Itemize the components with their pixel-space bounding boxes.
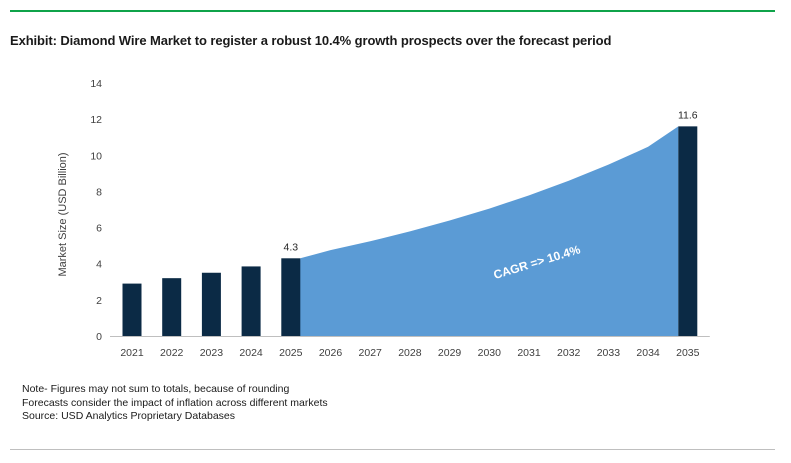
bar-2022 <box>162 278 182 336</box>
x-tick-label: 2022 <box>160 347 184 359</box>
x-tick-label: 2021 <box>120 347 144 359</box>
x-tick-label: 2026 <box>319 347 343 359</box>
x-tick-label: 2025 <box>279 347 303 359</box>
x-tick-label: 2028 <box>398 347 422 359</box>
y-tick-label: 0 <box>96 331 102 343</box>
bar-2035 <box>678 126 698 336</box>
x-tick-label: 2034 <box>636 347 660 359</box>
x-tick-label: 2029 <box>438 347 462 359</box>
data-label-2035: 11.6 <box>678 109 698 121</box>
y-axis-label: Market Size (USD Billion) <box>57 152 69 276</box>
y-tick-label: 10 <box>90 150 102 162</box>
y-tick-label: 4 <box>96 259 102 271</box>
x-tick-label: 2027 <box>359 347 383 359</box>
x-tick-label: 2030 <box>478 347 502 359</box>
y-tick-label: 6 <box>96 223 102 235</box>
bar-2025 <box>281 258 301 336</box>
y-tick-label: 14 <box>90 78 102 90</box>
data-label-2025: 4.3 <box>283 241 298 253</box>
y-tick-label: 12 <box>90 114 102 126</box>
bar-2023 <box>201 272 221 336</box>
footnotes: Note- Figures may not sum to totals, bec… <box>22 383 328 424</box>
y-tick-label: 8 <box>96 186 102 198</box>
x-tick-label: 2032 <box>557 347 581 359</box>
top-rule <box>10 10 775 12</box>
note-source: Source: USD Analytics Proprietary Databa… <box>22 410 236 422</box>
forecast-area <box>290 126 679 336</box>
note-rounding: Note- Figures may not sum to totals, bec… <box>22 383 290 395</box>
note-inflation: Forecasts consider the impact of inflati… <box>22 396 328 409</box>
x-tick-label: 2031 <box>517 347 541 359</box>
x-tick-label: 2024 <box>239 347 263 359</box>
x-tick-label: 2023 <box>200 347 224 359</box>
x-tick-label: 2035 <box>676 347 700 359</box>
market-size-chart: Market Size (USD Billion) 0 2 4 6 8 10 12 14 4.3 1… <box>57 78 710 359</box>
x-tick-label: 2033 <box>597 347 621 359</box>
bar-2024 <box>241 266 261 336</box>
exhibit-title: Exhibit: Diamond Wire Market to register… <box>10 33 612 48</box>
bar-2021 <box>122 283 142 336</box>
y-tick-label: 2 <box>96 295 102 307</box>
bottom-rule <box>10 449 775 450</box>
